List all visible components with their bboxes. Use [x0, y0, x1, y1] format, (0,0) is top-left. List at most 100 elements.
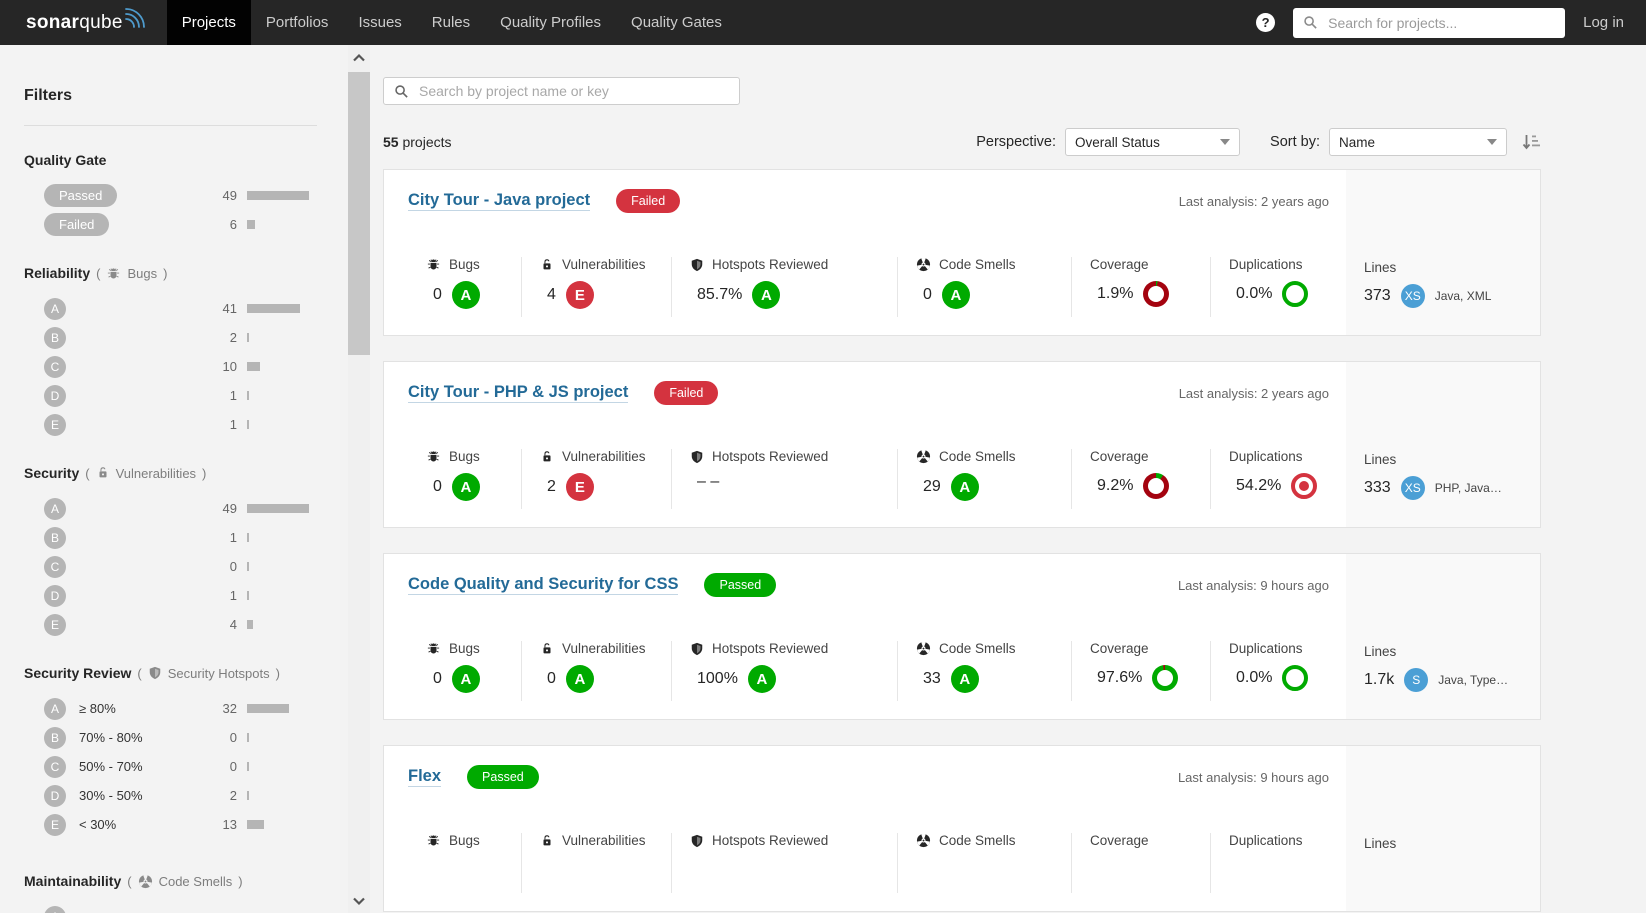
- facet-option-passed[interactable]: Passed 49: [24, 181, 317, 210]
- login-link[interactable]: Log in: [1583, 14, 1624, 31]
- facet-count: 0: [229, 559, 237, 574]
- facet-option-review-d[interactable]: D 30% - 50% 2: [24, 781, 317, 810]
- facet-option-review-c[interactable]: C 50% - 70% 0: [24, 752, 317, 781]
- project-card: Flex Passed Last analysis: 9 hours ago B…: [383, 745, 1541, 912]
- rating-badge: E: [565, 281, 594, 309]
- metric-value: 0.0%: [1236, 285, 1273, 302]
- lines-value: 333: [1364, 479, 1391, 496]
- facet-option-maintainability-a[interactable]: A: [24, 902, 317, 913]
- range-label: ≥ 80%: [79, 701, 116, 716]
- nav-item-issues[interactable]: Issues: [358, 14, 402, 31]
- project-link[interactable]: Code Quality and Security for CSS: [408, 575, 679, 595]
- rating-circle: C: [44, 755, 66, 778]
- facet-option-security-c[interactable]: C 0: [24, 552, 317, 581]
- facet-option-failed[interactable]: Failed 6: [24, 210, 317, 239]
- metric-value: 0: [433, 286, 442, 303]
- facet-bar: [247, 762, 249, 771]
- open-lock-icon: [540, 450, 554, 464]
- facet-count: 41: [222, 301, 237, 316]
- perspective-select[interactable]: Overall Status: [1065, 128, 1241, 156]
- facet-option-security-d[interactable]: D 1: [24, 581, 317, 610]
- chevron-down-icon: [1220, 139, 1231, 145]
- facet-option-security-a[interactable]: A 49: [24, 494, 317, 523]
- rating-circle: D: [44, 384, 66, 407]
- quality-gate-badge: Passed: [467, 765, 539, 789]
- facet-option-review-e[interactable]: E < 30% 13: [24, 810, 317, 839]
- sonar-waves-icon: [124, 4, 149, 31]
- facet-option-reliability-a[interactable]: A 41: [24, 294, 317, 323]
- facet-option-security-b[interactable]: B 1: [24, 523, 317, 552]
- facet-title-reliability: Reliability ( Bugs ): [24, 265, 168, 281]
- facet-count: 1: [229, 588, 237, 603]
- coverage-donut: [1143, 473, 1170, 499]
- facet-option-reliability-e[interactable]: E 1: [24, 410, 317, 439]
- nav-item-rules[interactable]: Rules: [431, 14, 471, 31]
- filters-title: Filters: [24, 87, 73, 104]
- logo-text: sonarqube: [26, 11, 123, 33]
- rating-circle: A: [44, 497, 66, 520]
- rating-circle: E: [44, 613, 66, 636]
- facet-bar: [247, 733, 249, 742]
- nav-item-projects[interactable]: Projects: [166, 0, 251, 45]
- project-card: City Tour - Java project Failed Last ana…: [383, 169, 1541, 336]
- sidebar-scrollbar: [341, 45, 377, 913]
- coverage-donut: [1143, 281, 1170, 307]
- scrollbar-thumb[interactable]: [348, 72, 370, 355]
- metric-value: 9.2%: [1097, 477, 1134, 494]
- help-icon[interactable]: ?: [1256, 13, 1276, 32]
- metric-value: 1.9%: [1097, 285, 1134, 302]
- nav-item-quality-gates[interactable]: Quality Gates: [631, 14, 722, 31]
- facet-count: 13: [222, 817, 237, 832]
- project-search-input[interactable]: [417, 82, 729, 100]
- metric-value: – –: [697, 473, 720, 490]
- facet-bar: [247, 562, 249, 571]
- facet-count: 0: [229, 759, 237, 774]
- facet-option-review-b[interactable]: B 70% - 80% 0: [24, 723, 317, 752]
- sidebar-divider: [24, 125, 317, 126]
- scroll-down-icon[interactable]: [348, 889, 370, 913]
- lines-section: Lines 373 XS Java, XML: [1346, 170, 1540, 335]
- facet-option-security-e[interactable]: E 4: [24, 610, 317, 639]
- chevron-down-icon: [1487, 139, 1497, 145]
- project-link[interactable]: City Tour - PHP & JS project: [408, 383, 629, 403]
- project-link[interactable]: Flex: [408, 767, 442, 787]
- passed-pill: Passed: [44, 184, 118, 207]
- range-label: 50% - 70%: [79, 759, 143, 774]
- bug-icon: [426, 449, 441, 464]
- facet-option-reliability-d[interactable]: D 1: [24, 381, 317, 410]
- scrollbar-track[interactable]: [348, 45, 370, 913]
- code-smell-icon: [916, 449, 931, 464]
- sort-select[interactable]: Name: [1329, 128, 1507, 156]
- sonarqube-logo[interactable]: sonarqube: [0, 0, 167, 45]
- facet-count: 6: [229, 217, 237, 232]
- sort-direction-icon[interactable]: [1521, 132, 1541, 152]
- lines-section: Lines 1.7k S Java, Type…: [1346, 554, 1540, 719]
- metric-value: 0: [433, 670, 442, 687]
- facet-option-reliability-c[interactable]: C 10: [24, 352, 317, 381]
- last-analysis: Last analysis: 9 hours ago: [1177, 577, 1329, 593]
- range-label: 30% - 50%: [79, 788, 143, 803]
- bug-icon: [426, 257, 441, 272]
- scroll-up-icon[interactable]: [348, 45, 370, 69]
- facet-bar: [247, 504, 309, 513]
- facet-count: 49: [222, 188, 237, 203]
- global-search-input[interactable]: [1326, 13, 1556, 32]
- nav-item-quality-profiles[interactable]: Quality Profiles: [500, 14, 602, 31]
- nav-item-portfolios[interactable]: Portfolios: [265, 14, 329, 31]
- metric-hotspots: Hotspots Reviewed – –: [671, 449, 897, 509]
- projects-count: 55 projects: [383, 134, 452, 150]
- facet-option-reliability-b[interactable]: B 2: [24, 323, 317, 352]
- project-size-badge: XS: [1400, 284, 1425, 308]
- project-link[interactable]: City Tour - Java project: [408, 191, 591, 211]
- rating-badge: A: [950, 473, 979, 501]
- facet-bar: [247, 591, 249, 600]
- code-smell-icon: [916, 833, 931, 848]
- facet-option-review-a[interactable]: A ≥ 80% 32: [24, 694, 317, 723]
- rating-badge: A: [752, 281, 781, 309]
- rating-badge: A: [950, 665, 979, 693]
- rating-circle: C: [44, 555, 66, 578]
- rating-circle: E: [44, 413, 66, 436]
